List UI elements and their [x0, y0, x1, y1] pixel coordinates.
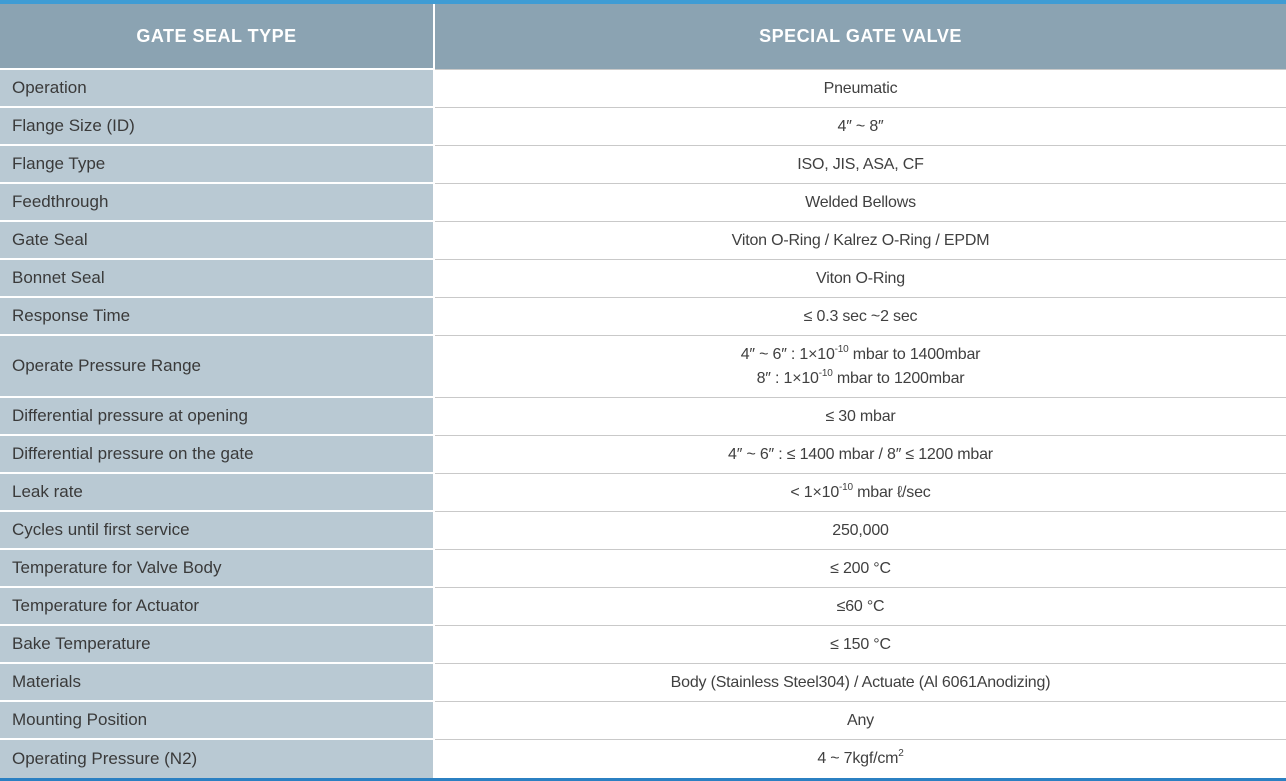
spec-label-cell: Operate Pressure Range — [0, 336, 435, 398]
spec-value-cell: ≤ 0.3 sec ~2 sec — [435, 298, 1286, 336]
spec-value-cell: ≤ 200 °C — [435, 550, 1286, 588]
table-row: Feedthrough Welded Bellows — [0, 184, 1286, 222]
spec-label-cell: Operating Pressure (N2) — [0, 740, 435, 778]
spec-label-cell: Temperature for Valve Body — [0, 550, 435, 588]
spec-value-cell: Any — [435, 702, 1286, 740]
spec-value-cell: 4″ ~ 8″ — [435, 108, 1286, 146]
spec-label-cell: Leak rate — [0, 474, 435, 512]
spec-value-cell: Body (Stainless Steel304) / Actuate (Al … — [435, 664, 1286, 702]
spec-value-cell: 4″ ~ 6″ : ≤ 1400 mbar / 8″ ≤ 1200 mbar — [435, 436, 1286, 474]
spec-label-cell: Operation — [0, 70, 435, 108]
table-row: Operation Pneumatic — [0, 70, 1286, 108]
table-row: Operate Pressure Range 4″ ~ 6″ : 1×10-10 … — [0, 336, 1286, 398]
spec-value-cell: ≤60 °C — [435, 588, 1286, 626]
spec-value-cell: 250,000 — [435, 512, 1286, 550]
column-header-gate-seal-type: GATE SEAL TYPE — [0, 4, 435, 70]
spec-value-cell: < 1×10-10 mbar ℓ/sec — [435, 474, 1286, 512]
spec-label-cell: Cycles until first service — [0, 512, 435, 550]
spec-value-cell: 4″ ~ 6″ : 1×10-10 mbar to 1400mbar 8″ : 1… — [435, 336, 1286, 398]
table-row: Operating Pressure (N2) 4 ~ 7kgf/cm2 — [0, 740, 1286, 778]
spec-label-cell: Bonnet Seal — [0, 260, 435, 298]
table-row: Bake Temperature ≤ 150 °C — [0, 626, 1286, 664]
table-row: Temperature for Valve Body ≤ 200 °C — [0, 550, 1286, 588]
spec-label-cell: Flange Type — [0, 146, 435, 184]
spec-label-cell: Response Time — [0, 298, 435, 336]
table-row: Differential pressure at opening ≤ 30 mba… — [0, 398, 1286, 436]
spec-label-cell: Feedthrough — [0, 184, 435, 222]
table-row: Materials Body (Stainless Steel304) / Act… — [0, 664, 1286, 702]
spec-value-cell: Viton O-Ring / Kalrez O-Ring / EPDM — [435, 222, 1286, 260]
spec-label-cell: Flange Size (ID) — [0, 108, 435, 146]
table-row: Leak rate < 1×10-10 mbar ℓ/sec — [0, 474, 1286, 512]
table-row: Temperature for Actuator ≤60 °C — [0, 588, 1286, 626]
spec-label-cell: Gate Seal — [0, 222, 435, 260]
spec-label-cell: Temperature for Actuator — [0, 588, 435, 626]
table-row: Differential pressure on the gate 4″ ~ 6″… — [0, 436, 1286, 474]
spec-value-cell: Welded Bellows — [435, 184, 1286, 222]
column-header-special-gate-valve: SPECIAL GATE VALVE — [435, 4, 1286, 70]
table-row: Bonnet Seal Viton O-Ring — [0, 260, 1286, 298]
table-row: Flange Size (ID) 4″ ~ 8″ — [0, 108, 1286, 146]
spec-label-cell: Materials — [0, 664, 435, 702]
spec-label-cell: Bake Temperature — [0, 626, 435, 664]
gate-valve-spec-table: GATE SEAL TYPE SPECIAL GATE VALVE Operat… — [0, 4, 1286, 778]
table-row: Gate Seal Viton O-Ring / Kalrez O-Ring / … — [0, 222, 1286, 260]
spec-label-cell: Mounting Position — [0, 702, 435, 740]
table-row: Mounting Position Any — [0, 702, 1286, 740]
spec-value-cell: 4 ~ 7kgf/cm2 — [435, 740, 1286, 778]
spec-table-body: Operation Pneumatic Flange Size (ID) 4″ ~ 8… — [0, 70, 1286, 778]
spec-label-cell: Differential pressure at opening — [0, 398, 435, 436]
spec-value-cell: Pneumatic — [435, 70, 1286, 108]
table-row: Flange Type ISO, JIS, ASA, CF — [0, 146, 1286, 184]
spec-value-cell: ≤ 30 mbar — [435, 398, 1286, 436]
table-row: Cycles until first service 250,000 — [0, 512, 1286, 550]
spec-label-cell: Differential pressure on the gate — [0, 436, 435, 474]
spec-value-cell: ≤ 150 °C — [435, 626, 1286, 664]
table-row: Response Time ≤ 0.3 sec ~2 sec — [0, 298, 1286, 336]
spec-value-cell: Viton O-Ring — [435, 260, 1286, 298]
header-row: GATE SEAL TYPE SPECIAL GATE VALVE — [0, 4, 1286, 70]
spec-value-cell: ISO, JIS, ASA, CF — [435, 146, 1286, 184]
